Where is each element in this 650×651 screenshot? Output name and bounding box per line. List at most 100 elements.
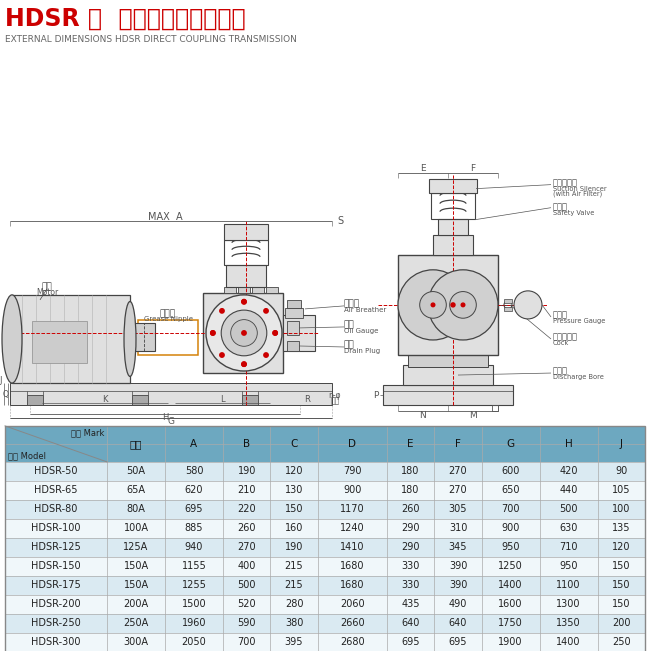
Text: 440: 440 — [560, 486, 578, 495]
Text: M: M — [469, 411, 477, 420]
Text: 80A: 80A — [127, 505, 146, 514]
Text: n-φ: n-φ — [329, 391, 341, 400]
Text: 520: 520 — [237, 600, 256, 609]
Text: D: D — [348, 439, 356, 449]
Bar — [32, 321, 87, 363]
Text: L: L — [220, 395, 224, 404]
Text: HDSR-50: HDSR-50 — [34, 466, 78, 477]
Circle shape — [264, 353, 268, 357]
Text: 200A: 200A — [124, 600, 149, 609]
Text: 丝堵: 丝堵 — [344, 340, 355, 350]
Bar — [398, 255, 498, 355]
Text: 120: 120 — [612, 542, 630, 553]
Bar — [383, 385, 513, 405]
Text: 1410: 1410 — [340, 542, 365, 553]
Text: 1240: 1240 — [340, 523, 365, 533]
Bar — [285, 308, 303, 318]
Text: 记号 Mark: 记号 Mark — [71, 428, 104, 437]
Text: F: F — [471, 164, 476, 173]
Circle shape — [273, 331, 278, 335]
Text: 490: 490 — [448, 600, 467, 609]
Text: 150: 150 — [285, 505, 304, 514]
Text: 口径: 口径 — [130, 439, 142, 449]
Text: 620: 620 — [185, 486, 203, 495]
Text: G: G — [168, 417, 174, 426]
Bar — [287, 321, 299, 335]
Bar — [27, 395, 43, 405]
Text: (with Air Filter): (with Air Filter) — [553, 190, 603, 197]
Text: 1500: 1500 — [181, 600, 206, 609]
Bar — [238, 287, 250, 293]
Text: 120: 120 — [285, 466, 304, 477]
Circle shape — [211, 331, 215, 335]
Circle shape — [514, 291, 542, 319]
Text: 黄油杯: 黄油杯 — [160, 309, 176, 318]
Text: 710: 710 — [560, 542, 578, 553]
Bar — [203, 293, 283, 373]
Circle shape — [221, 310, 266, 356]
Bar — [438, 219, 468, 235]
Text: 395: 395 — [285, 637, 304, 648]
Circle shape — [242, 362, 246, 367]
Text: Cock: Cock — [553, 340, 569, 346]
Text: Motor: Motor — [36, 288, 58, 298]
Text: Oil Gauge: Oil Gauge — [344, 328, 378, 334]
Text: 2680: 2680 — [340, 637, 365, 648]
Text: 215: 215 — [285, 581, 304, 590]
Bar — [226, 265, 266, 287]
Bar — [283, 315, 315, 351]
Text: 260: 260 — [237, 523, 256, 533]
Text: 90: 90 — [615, 466, 627, 477]
Circle shape — [420, 292, 447, 318]
Bar — [5, 462, 645, 481]
Text: 640: 640 — [402, 618, 420, 628]
Text: 50A: 50A — [127, 466, 146, 477]
Text: 190: 190 — [237, 466, 256, 477]
Text: S: S — [337, 215, 343, 226]
Text: 270: 270 — [237, 542, 256, 553]
Text: 250: 250 — [612, 637, 630, 648]
Ellipse shape — [2, 295, 22, 383]
Text: H: H — [162, 413, 168, 422]
Text: HDSR-65: HDSR-65 — [34, 486, 78, 495]
Bar — [5, 576, 645, 595]
Circle shape — [242, 299, 246, 304]
Text: 1400: 1400 — [499, 581, 523, 590]
Text: 305: 305 — [448, 505, 467, 514]
Circle shape — [242, 331, 246, 335]
Text: HDSR-300: HDSR-300 — [31, 637, 81, 648]
Text: 200: 200 — [612, 618, 630, 628]
Text: 65A: 65A — [127, 486, 146, 495]
Bar — [10, 383, 332, 405]
Circle shape — [450, 292, 476, 318]
Text: 100: 100 — [612, 505, 630, 514]
Bar — [5, 633, 645, 651]
Bar — [5, 614, 645, 633]
Text: 290: 290 — [401, 542, 420, 553]
Text: J: J — [0, 376, 2, 385]
Bar — [5, 500, 645, 519]
Text: 安全阀: 安全阀 — [553, 202, 568, 211]
Text: 1680: 1680 — [340, 581, 365, 590]
Text: 420: 420 — [560, 466, 578, 477]
Text: 695: 695 — [185, 505, 203, 514]
Text: 150: 150 — [612, 561, 630, 572]
Text: 345: 345 — [448, 542, 467, 553]
Text: 排气体: 排气体 — [344, 299, 360, 309]
Bar — [287, 300, 301, 308]
Text: HDSR-200: HDSR-200 — [31, 600, 81, 609]
Text: Drain Plug: Drain Plug — [344, 348, 380, 354]
Circle shape — [273, 331, 278, 335]
Bar — [492, 405, 498, 411]
Text: 1680: 1680 — [340, 561, 365, 572]
Text: 590: 590 — [237, 618, 256, 628]
Text: 180: 180 — [402, 466, 420, 477]
Text: 100A: 100A — [124, 523, 149, 533]
Text: 型式 Model: 型式 Model — [8, 451, 46, 460]
Bar — [224, 287, 236, 293]
Text: 390: 390 — [448, 561, 467, 572]
Text: Safety Valve: Safety Valve — [553, 210, 594, 215]
Text: 400: 400 — [237, 561, 256, 572]
Text: 270: 270 — [448, 466, 467, 477]
Text: 125A: 125A — [124, 542, 149, 553]
